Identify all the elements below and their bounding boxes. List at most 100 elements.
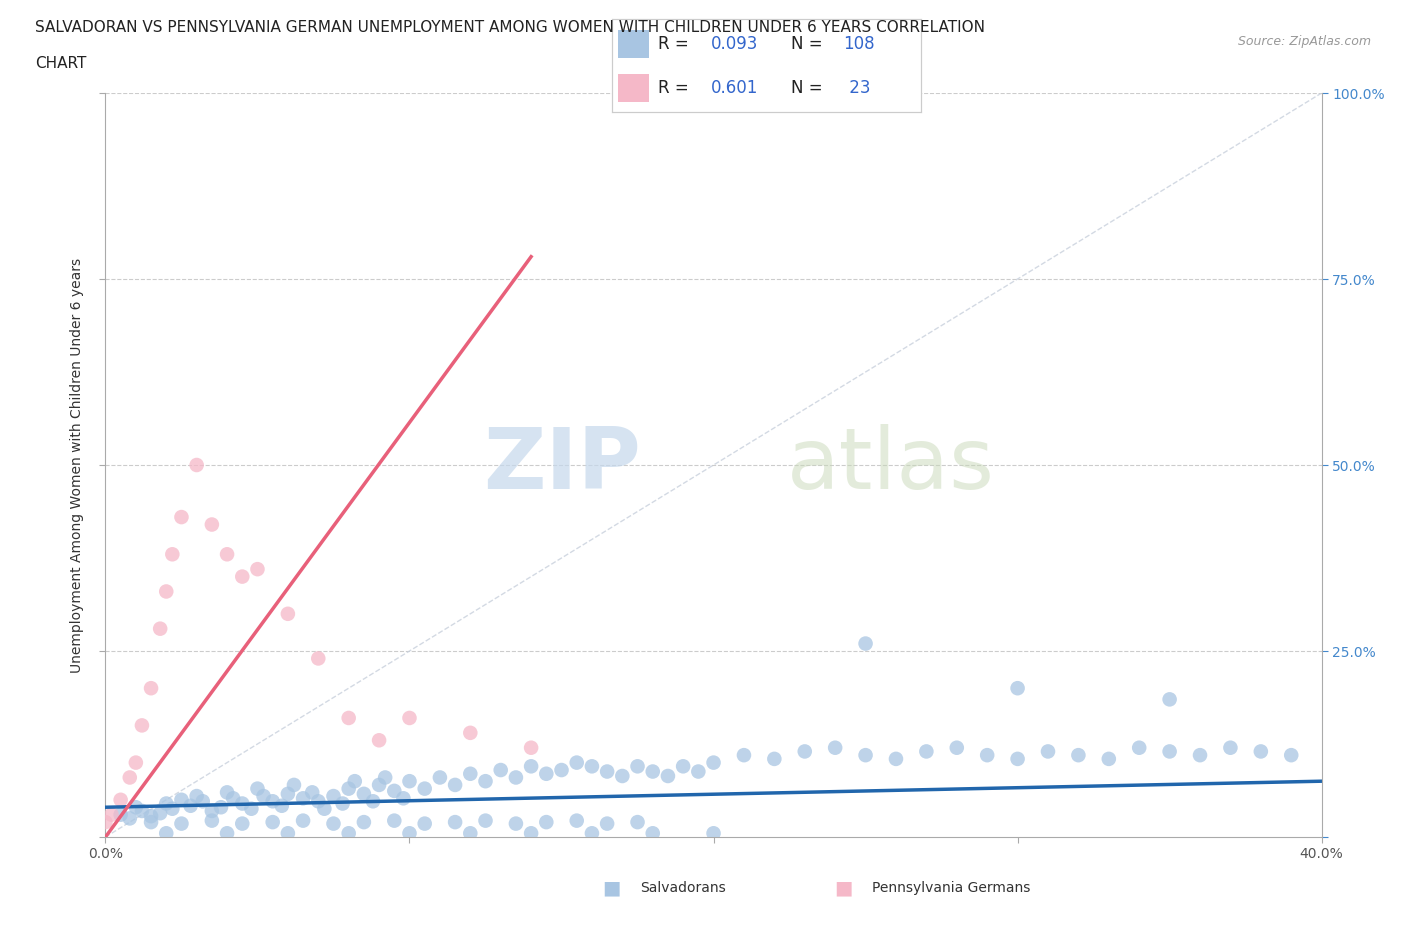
Point <box>231 817 253 831</box>
Point <box>1007 751 1029 766</box>
Point <box>201 517 224 532</box>
Point <box>262 794 284 809</box>
Point <box>155 826 177 841</box>
Text: R =: R = <box>658 34 695 53</box>
Point <box>688 764 710 779</box>
Text: Pennsylvania Germans: Pennsylvania Germans <box>872 881 1031 896</box>
Point <box>915 744 938 759</box>
Text: ■: ■ <box>834 879 853 897</box>
Point <box>398 711 420 725</box>
Point <box>270 798 292 813</box>
Point <box>474 813 496 828</box>
Point <box>222 790 245 805</box>
Point <box>1036 744 1059 759</box>
Point <box>520 740 543 755</box>
Point <box>246 562 269 577</box>
Point <box>1159 692 1181 707</box>
Point <box>1279 748 1302 763</box>
Point <box>139 815 162 830</box>
Point <box>398 826 420 841</box>
Point <box>337 711 360 725</box>
Point <box>231 796 253 811</box>
Point <box>292 813 315 828</box>
Point <box>307 794 329 809</box>
Point <box>322 817 344 831</box>
Point <box>353 815 375 830</box>
Text: Source: ZipAtlas.com: Source: ZipAtlas.com <box>1237 35 1371 48</box>
Point <box>641 764 664 779</box>
Point <box>626 759 648 774</box>
Point <box>1007 681 1029 696</box>
Point <box>520 759 543 774</box>
Point <box>217 785 239 800</box>
Point <box>505 770 527 785</box>
Point <box>149 621 172 636</box>
Point <box>444 777 467 792</box>
Point <box>277 787 299 802</box>
Point <box>322 789 344 804</box>
Point <box>976 748 998 763</box>
Point <box>139 681 162 696</box>
Point <box>444 815 467 830</box>
Point <box>374 770 396 785</box>
Point <box>612 768 634 783</box>
Point <box>337 826 360 841</box>
Point <box>702 826 725 841</box>
Point <box>139 809 162 824</box>
Point <box>307 651 329 666</box>
Point <box>368 733 391 748</box>
Point <box>641 826 664 841</box>
Point <box>382 783 405 798</box>
Point <box>337 781 360 796</box>
Point <box>1250 744 1272 759</box>
Point <box>392 790 415 805</box>
Point <box>596 817 619 831</box>
Point <box>131 804 153 818</box>
Point <box>186 789 208 804</box>
Point <box>429 770 451 785</box>
Text: 0.093: 0.093 <box>710 34 758 53</box>
Text: SALVADORAN VS PENNSYLVANIA GERMAN UNEMPLOYMENT AMONG WOMEN WITH CHILDREN UNDER 6: SALVADORAN VS PENNSYLVANIA GERMAN UNEMPL… <box>35 20 986 35</box>
Point <box>314 802 336 817</box>
Point <box>581 759 603 774</box>
Point <box>565 755 588 770</box>
Point <box>884 751 907 766</box>
Point <box>855 636 877 651</box>
Point <box>94 815 117 830</box>
Point <box>262 815 284 830</box>
Point <box>277 826 299 841</box>
Point <box>118 770 141 785</box>
Point <box>231 569 253 584</box>
Point <box>149 805 172 820</box>
Point <box>100 807 122 822</box>
Point <box>201 804 224 818</box>
Text: N =: N = <box>792 79 828 98</box>
Point <box>945 740 967 755</box>
Point <box>733 748 755 763</box>
Point <box>536 766 558 781</box>
Point <box>398 774 420 789</box>
Point <box>217 547 239 562</box>
Point <box>1098 751 1121 766</box>
Point <box>292 790 315 805</box>
Point <box>217 826 239 841</box>
Point <box>283 777 305 792</box>
Point <box>170 792 193 807</box>
Point <box>550 763 572 777</box>
Point <box>626 815 648 830</box>
Y-axis label: Unemployment Among Women with Children Under 6 years: Unemployment Among Women with Children U… <box>70 258 84 672</box>
Point <box>1159 744 1181 759</box>
Point <box>155 584 177 599</box>
Text: N =: N = <box>792 34 828 53</box>
Point <box>458 725 481 740</box>
Point <box>596 764 619 779</box>
Point <box>110 807 132 822</box>
Point <box>131 718 153 733</box>
Text: 0.601: 0.601 <box>710 79 758 98</box>
Point <box>209 800 232 815</box>
Point <box>252 789 274 804</box>
Point <box>505 817 527 831</box>
Point <box>118 811 141 826</box>
Point <box>824 740 846 755</box>
Point <box>1219 740 1241 755</box>
